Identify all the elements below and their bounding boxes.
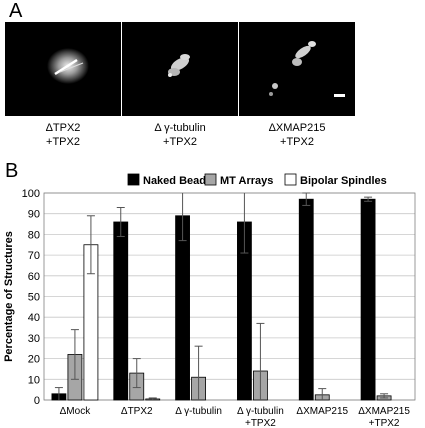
- x-category-label: Δ γ-tubulin: [237, 406, 284, 417]
- caption-tpx2-line2: +TPX2: [46, 136, 80, 148]
- legend-label: Naked Beads: [143, 175, 212, 187]
- x-category-label: ΔMock: [60, 406, 92, 417]
- legend-label: MT Arrays: [220, 175, 273, 187]
- micrograph-gamma-tubulin-image: [168, 54, 190, 77]
- x-category-label: Δ γ-tubulin: [175, 406, 222, 417]
- y-tick-label: 70: [28, 250, 40, 262]
- caption-tpx2: ΔTPX2 +TPX2: [5, 121, 121, 149]
- bar-naked-beads: [360, 198, 376, 401]
- y-tick-label: 10: [28, 374, 40, 386]
- legend-label: Bipolar Spindles: [300, 175, 387, 187]
- caption-gamma-tubulin-line1: Δ γ-tubulin: [154, 122, 206, 134]
- micrograph-xmap215: [239, 22, 355, 116]
- caption-tpx2-line1: ΔTPX2: [45, 122, 81, 134]
- micrograph-tpx2: [5, 22, 121, 116]
- micrograph-xmap215-image: [269, 41, 345, 97]
- panel-a-label: A: [9, 0, 23, 22]
- y-tick-label: 20: [28, 354, 40, 366]
- caption-xmap215-line1: ΔXMAP215: [268, 122, 326, 134]
- bar-naked-beads: [175, 215, 190, 401]
- x-category-label: +TPX2: [369, 418, 400, 428]
- plot-frame: [43, 192, 416, 401]
- panel-b-label: B: [5, 160, 19, 182]
- caption-xmap215: ΔXMAP215 +TPX2: [239, 121, 355, 149]
- x-category-label: ΔXMAP215: [296, 406, 348, 417]
- x-category-label: ΔTPX2: [121, 406, 153, 417]
- micrograph-gamma-tubulin: [122, 22, 238, 116]
- y-tick-label: 60: [28, 271, 40, 283]
- y-axis-label: Percentage of Structures: [3, 231, 15, 362]
- y-tick-label: 0: [34, 395, 40, 407]
- y-tick-label: 50: [28, 292, 40, 304]
- legend-swatch: [204, 173, 217, 186]
- bar-naked-beads: [298, 198, 314, 401]
- legend-swatch: [284, 173, 297, 186]
- x-category-label: ΔXMAP215: [358, 406, 410, 417]
- bar-naked-beads: [113, 221, 129, 401]
- y-tick-label: 30: [28, 333, 40, 345]
- caption-gamma-tubulin: Δ γ-tubulin +TPX2: [122, 121, 238, 149]
- y-tick-label: 90: [28, 209, 40, 221]
- micrograph-tpx2-image: [47, 48, 89, 84]
- caption-xmap215-line2: +TPX2: [280, 136, 314, 148]
- legend-swatch: [127, 173, 140, 186]
- caption-gamma-tubulin-line2: +TPX2: [163, 136, 197, 148]
- y-tick-label: 40: [28, 312, 40, 324]
- x-category-label: +TPX2: [245, 418, 276, 428]
- scale-bar: [334, 94, 345, 97]
- y-tick-label: 80: [28, 229, 40, 241]
- y-tick-label: 100: [22, 188, 40, 200]
